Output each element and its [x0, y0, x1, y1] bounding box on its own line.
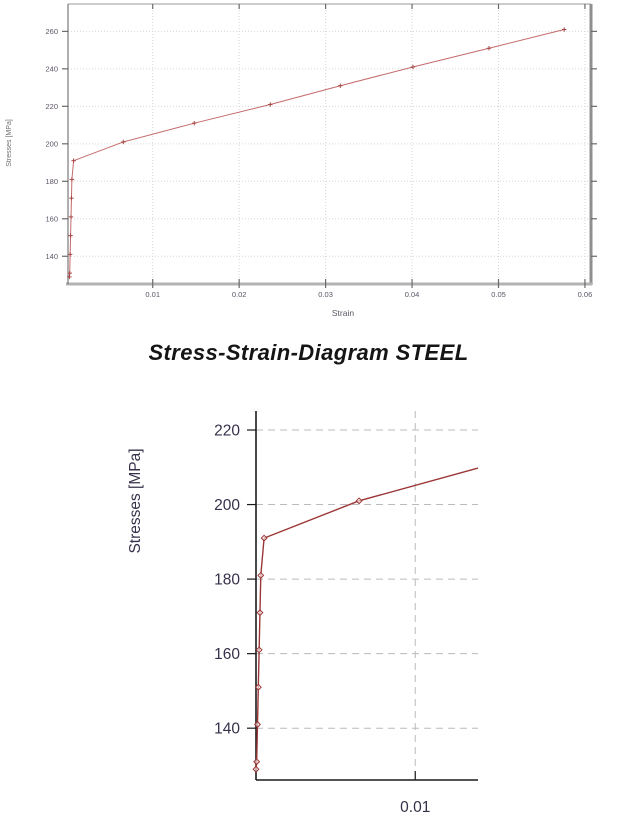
- data-point-marker: [256, 609, 264, 617]
- data-point-marker: [121, 139, 126, 145]
- y-tick-label: 160: [45, 214, 58, 223]
- x-tick-label: 0.05: [491, 290, 506, 299]
- data-point-marker: [68, 214, 74, 220]
- y-tick-label: 140: [45, 252, 58, 261]
- data-point-marker: [260, 534, 268, 542]
- y-tick-label: 260: [45, 27, 58, 36]
- x-tick-label: 0.02: [232, 290, 247, 299]
- chart-stress-strain-zoom: 0.01 140 160 180 200 220 Stresses [MPa]: [127, 411, 479, 816]
- data-point-marker: [255, 646, 263, 654]
- data-point-marker: [67, 252, 73, 257]
- x-tick-label: 0.01: [400, 799, 430, 816]
- y-axis-label: Stresses [MPa]: [6, 119, 13, 167]
- data-point-marker: [257, 571, 265, 579]
- x-tick-label: 0.04: [405, 290, 420, 299]
- y-tick-label: 180: [214, 572, 240, 589]
- data-point-marker: [268, 102, 273, 107]
- data-point-marker: [338, 83, 343, 88]
- data-point-marker: [68, 233, 73, 238]
- y-axis-label: Stresses [MPa]: [127, 448, 144, 553]
- data-point-marker: [252, 765, 260, 773]
- x-tick-label: 0.03: [318, 290, 333, 299]
- data-point-marker: [562, 27, 567, 32]
- data-point-marker: [67, 270, 72, 276]
- data-point-marker: [192, 120, 197, 126]
- data-point-marker: [253, 720, 261, 728]
- x-axis-label: Strain: [332, 308, 354, 318]
- x-tick-label: 0.01: [145, 290, 160, 299]
- y-tick-label: 240: [45, 64, 58, 73]
- data-point-marker: [67, 274, 72, 280]
- data-point-marker: [254, 683, 262, 691]
- data-point-marker: [410, 64, 416, 70]
- data-point-marker: [71, 158, 76, 163]
- y-tick-label: 200: [45, 139, 58, 148]
- y-tick-label: 160: [214, 646, 240, 663]
- y-tick-label: 180: [45, 177, 58, 186]
- chart-stress-strain-overview: 0.01 0.02 0.03 0.04 0.05 0.06 140 160 180 200 220 2…: [6, 3, 597, 318]
- x-tick-label: 0.06: [578, 290, 593, 299]
- y-tick-label: 140: [214, 721, 240, 738]
- y-tick-label: 200: [214, 497, 240, 514]
- data-point-marker: [253, 758, 261, 766]
- y-tick-label: 220: [45, 102, 58, 111]
- data-line-steel-stress-strain: [68, 29, 565, 277]
- chart-title: Stress-Strain-Diagram STEEL: [148, 340, 469, 365]
- y-tick-label: 220: [214, 422, 240, 439]
- data-point-marker: [486, 46, 492, 51]
- data-point-marker: [69, 177, 75, 182]
- data-point-marker: [355, 497, 363, 505]
- data-line-steel-stress-strain-zoom: [255, 467, 479, 770]
- data-point-marker: [69, 195, 74, 201]
